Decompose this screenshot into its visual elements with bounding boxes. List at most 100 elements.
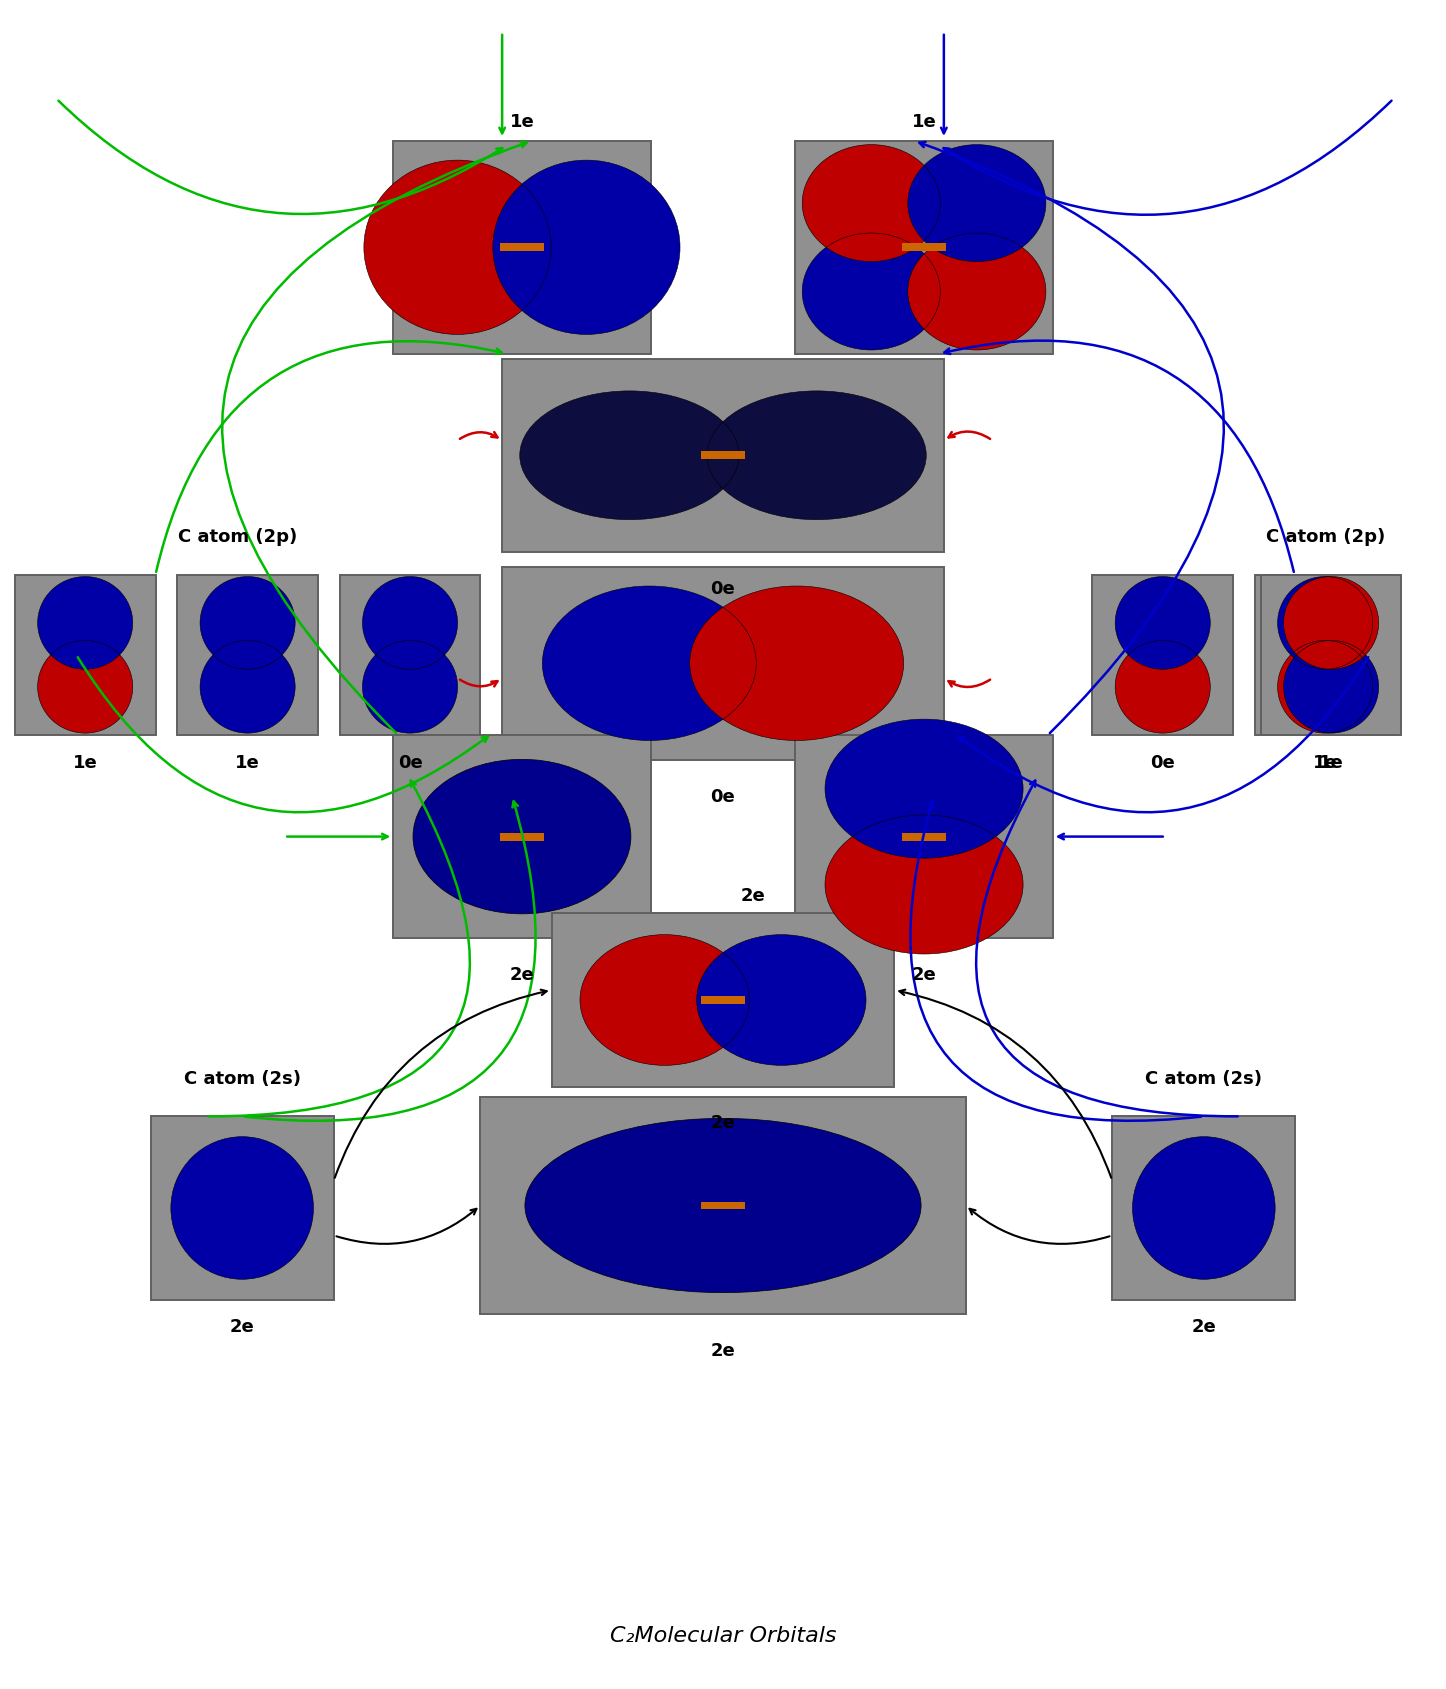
Ellipse shape	[373, 588, 441, 654]
Ellipse shape	[1181, 1186, 1205, 1209]
Ellipse shape	[917, 242, 1032, 338]
Ellipse shape	[1322, 677, 1325, 681]
Ellipse shape	[369, 647, 450, 725]
Ellipse shape	[220, 596, 268, 642]
Ellipse shape	[1296, 652, 1361, 716]
Ellipse shape	[383, 596, 428, 642]
Ellipse shape	[230, 606, 252, 627]
Ellipse shape	[396, 189, 505, 292]
Ellipse shape	[210, 649, 282, 720]
Ellipse shape	[1138, 598, 1177, 637]
Ellipse shape	[583, 427, 648, 466]
Ellipse shape	[827, 721, 1019, 855]
Ellipse shape	[1312, 674, 1323, 684]
Ellipse shape	[1288, 588, 1356, 654]
Ellipse shape	[736, 964, 810, 1022]
Ellipse shape	[1296, 595, 1346, 644]
Ellipse shape	[1288, 581, 1371, 662]
Ellipse shape	[730, 615, 844, 698]
Ellipse shape	[383, 596, 428, 640]
Ellipse shape	[538, 201, 616, 274]
Ellipse shape	[749, 415, 866, 485]
Ellipse shape	[745, 971, 798, 1013]
Ellipse shape	[215, 591, 273, 649]
Ellipse shape	[817, 157, 920, 245]
Ellipse shape	[552, 215, 596, 255]
Ellipse shape	[1297, 595, 1346, 644]
Ellipse shape	[532, 198, 623, 282]
Ellipse shape	[1139, 601, 1174, 635]
Ellipse shape	[892, 767, 925, 790]
Ellipse shape	[1293, 655, 1351, 713]
Ellipse shape	[71, 674, 84, 686]
Ellipse shape	[59, 662, 101, 703]
Ellipse shape	[1290, 647, 1369, 725]
Ellipse shape	[551, 409, 694, 493]
Ellipse shape	[1183, 1187, 1202, 1206]
Ellipse shape	[392, 669, 415, 691]
Ellipse shape	[918, 154, 1031, 248]
Ellipse shape	[1137, 598, 1180, 638]
Ellipse shape	[1125, 586, 1196, 655]
Ellipse shape	[698, 593, 891, 731]
Ellipse shape	[201, 642, 294, 733]
Ellipse shape	[64, 601, 95, 633]
Ellipse shape	[920, 243, 1028, 334]
Ellipse shape	[581, 1143, 852, 1262]
Ellipse shape	[71, 672, 85, 687]
Ellipse shape	[855, 836, 980, 924]
Ellipse shape	[224, 600, 260, 635]
Ellipse shape	[869, 846, 960, 910]
Ellipse shape	[52, 591, 111, 649]
Ellipse shape	[1310, 601, 1342, 633]
Ellipse shape	[656, 1176, 759, 1221]
Ellipse shape	[373, 650, 442, 718]
Ellipse shape	[849, 833, 988, 929]
Ellipse shape	[237, 613, 241, 616]
Ellipse shape	[963, 279, 967, 284]
Ellipse shape	[717, 397, 911, 510]
Ellipse shape	[369, 166, 544, 328]
Ellipse shape	[917, 152, 1034, 252]
Ellipse shape	[175, 1140, 308, 1274]
Ellipse shape	[1291, 583, 1368, 659]
Ellipse shape	[1304, 660, 1349, 704]
Ellipse shape	[64, 665, 95, 696]
Ellipse shape	[442, 780, 594, 888]
Ellipse shape	[221, 1187, 240, 1206]
Ellipse shape	[578, 1142, 856, 1263]
Ellipse shape	[236, 611, 244, 620]
Ellipse shape	[519, 186, 642, 299]
Ellipse shape	[849, 274, 872, 292]
Ellipse shape	[58, 660, 103, 704]
Ellipse shape	[817, 245, 920, 333]
Ellipse shape	[1304, 667, 1333, 694]
Ellipse shape	[395, 608, 412, 625]
Text: 1e: 1e	[72, 753, 97, 772]
Ellipse shape	[370, 647, 447, 723]
Ellipse shape	[895, 865, 921, 883]
Ellipse shape	[836, 262, 891, 309]
Ellipse shape	[1139, 664, 1176, 699]
Ellipse shape	[377, 591, 435, 647]
Text: 1e: 1e	[1319, 753, 1343, 772]
Ellipse shape	[236, 676, 244, 682]
Ellipse shape	[528, 1120, 917, 1290]
Ellipse shape	[930, 162, 1015, 235]
Ellipse shape	[694, 589, 898, 736]
Ellipse shape	[619, 964, 694, 1024]
Ellipse shape	[628, 647, 635, 652]
Ellipse shape	[756, 421, 855, 478]
Ellipse shape	[403, 198, 495, 282]
Ellipse shape	[1312, 605, 1338, 628]
Ellipse shape	[960, 189, 970, 198]
Ellipse shape	[1288, 650, 1358, 718]
Ellipse shape	[671, 1181, 742, 1213]
Ellipse shape	[441, 779, 597, 890]
Ellipse shape	[846, 270, 878, 297]
Ellipse shape	[395, 672, 412, 689]
Ellipse shape	[936, 169, 1005, 226]
Ellipse shape	[944, 263, 995, 306]
Ellipse shape	[1307, 600, 1345, 637]
Ellipse shape	[428, 220, 458, 248]
